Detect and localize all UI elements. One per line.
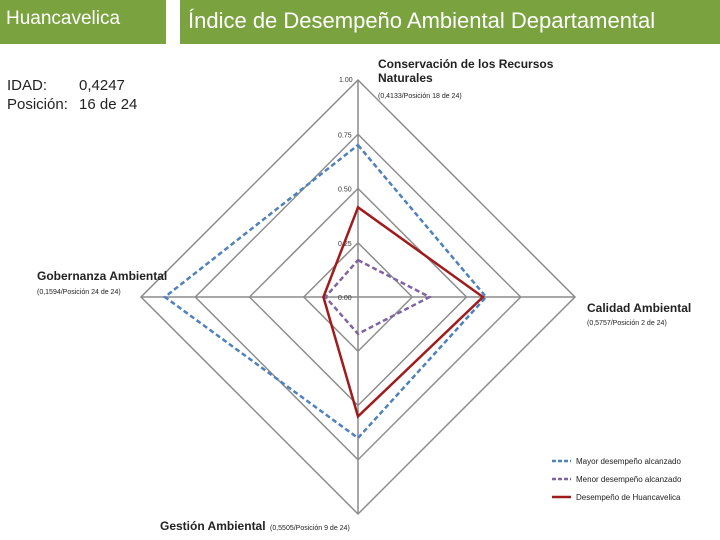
legend-label-1: Menor desempeño alcanzado (576, 475, 682, 484)
department-name: Huancavelica (6, 8, 121, 29)
legend-label-0: Mayor desempeño alcanzado (576, 457, 682, 466)
position-value: 16 de 24 (79, 96, 138, 113)
axis-note-0: (0,4133/Posición 18 de 24) (378, 93, 462, 100)
axis-label-2: Gestión Ambiental (160, 519, 266, 533)
series-polygon-1 (323, 258, 433, 336)
axis-label-3: Gobernanza Ambiental (37, 269, 167, 283)
axis-note-3: (0,1594/Posición 24 de 24) (37, 289, 121, 296)
idad-summary: IDAD: 0,4247 Posición: 16 de 24 (7, 76, 137, 114)
idad-label: IDAD: (7, 77, 48, 94)
axis-note-2: (0,5505/Posición 9 de 24) (270, 525, 350, 532)
tick-label-2: 0.50 (338, 187, 352, 194)
legend-label-2: Desempeño de Huancavelica (576, 493, 681, 502)
idad-value: 0,4247 (79, 77, 125, 94)
series-polygon-2 (322, 205, 485, 419)
axis-label-0: Conservación de los Recursos Naturales (378, 57, 554, 85)
tick-label-0: 0.00 (338, 295, 352, 302)
tick-label-4: 1.00 (339, 77, 353, 84)
page-title: Índice de Desempeño Ambiental Departamen… (188, 8, 656, 33)
department-label-box: Huancavelica (0, 0, 166, 44)
title-banner: Índice de Desempeño Ambiental Departamen… (180, 0, 720, 44)
axis-note-1: (0,5757/Posición 2 de 24) (587, 320, 667, 327)
series-polygon-0 (162, 143, 488, 440)
position-label: Posición: (7, 96, 68, 113)
tick-label-3: 0.75 (338, 132, 352, 139)
axis-label-1: Calidad Ambiental (587, 301, 691, 315)
